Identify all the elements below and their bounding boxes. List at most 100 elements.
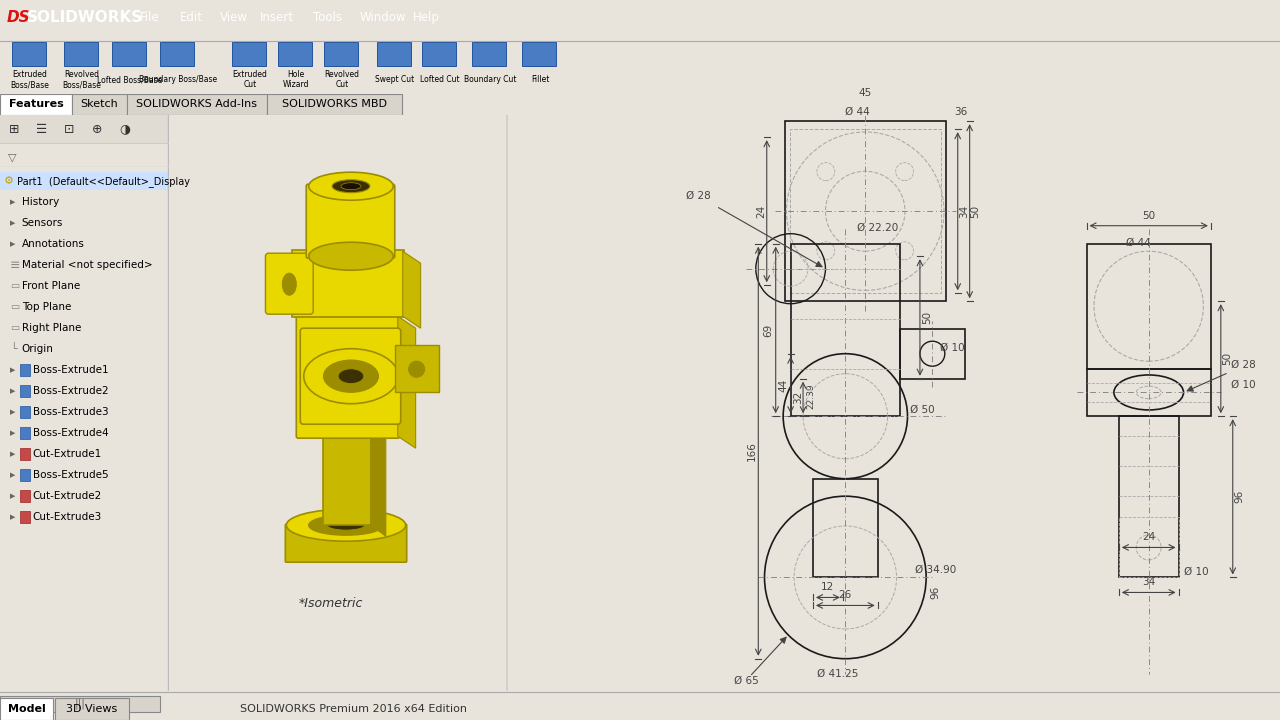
Ellipse shape — [408, 361, 425, 377]
Bar — [378, 42, 411, 66]
Text: Ø 41.25: Ø 41.25 — [817, 669, 858, 679]
Text: |||: ||| — [74, 699, 86, 709]
Text: ▶: ▶ — [10, 451, 15, 457]
Text: ⊞: ⊞ — [9, 122, 19, 135]
Bar — [785, 121, 946, 301]
Text: Cut-Extrude1: Cut-Extrude1 — [33, 449, 102, 459]
Ellipse shape — [308, 172, 393, 200]
Bar — [0, 696, 160, 712]
Bar — [268, 94, 402, 115]
Text: Lofted Cut: Lofted Cut — [420, 75, 460, 84]
Ellipse shape — [303, 348, 398, 404]
Text: Cut-Extrude3: Cut-Extrude3 — [33, 512, 102, 522]
Bar — [0, 115, 169, 143]
Text: Ø 10: Ø 10 — [1184, 567, 1208, 577]
Text: 96: 96 — [929, 586, 940, 599]
Bar — [1119, 518, 1179, 577]
Text: Extruded
Boss/Base: Extruded Boss/Base — [10, 70, 50, 89]
Text: ☰: ☰ — [36, 122, 47, 135]
Text: SOLIDWORKS Add-Ins: SOLIDWORKS Add-Ins — [137, 99, 257, 109]
FancyBboxPatch shape — [323, 426, 371, 525]
Text: Revolved
Boss/Base: Revolved Boss/Base — [63, 70, 101, 89]
Text: Ø 22.20: Ø 22.20 — [856, 223, 897, 233]
Ellipse shape — [308, 242, 393, 270]
Text: Boundary Cut: Boundary Cut — [463, 75, 516, 84]
Text: 24: 24 — [1142, 533, 1156, 542]
Text: Extruded
Cut: Extruded Cut — [233, 70, 268, 89]
Bar — [791, 243, 900, 416]
Text: 32: 32 — [794, 391, 803, 404]
Text: 3D Views: 3D Views — [67, 704, 118, 714]
Text: History: History — [22, 197, 59, 207]
Bar — [20, 427, 29, 439]
Text: └: └ — [10, 344, 17, 354]
Text: ⊕: ⊕ — [92, 122, 102, 135]
FancyBboxPatch shape — [265, 253, 314, 314]
Bar — [324, 42, 358, 66]
FancyBboxPatch shape — [394, 345, 439, 392]
Text: Ø 34.90: Ø 34.90 — [915, 564, 956, 575]
Text: ⊡: ⊡ — [64, 122, 74, 135]
Text: ⚙: ⚙ — [4, 176, 14, 186]
Text: 69: 69 — [764, 323, 773, 336]
Text: ▶: ▶ — [10, 409, 15, 415]
Text: 44: 44 — [778, 378, 788, 392]
Bar — [472, 42, 506, 66]
Text: ◑: ◑ — [120, 122, 131, 135]
Text: Features: Features — [9, 99, 64, 109]
Text: 34: 34 — [1142, 577, 1156, 588]
Text: Material <not specified>: Material <not specified> — [22, 260, 152, 270]
Text: Fillet: Fillet — [531, 75, 549, 84]
Text: ▶: ▶ — [10, 199, 15, 205]
Text: ▭: ▭ — [10, 282, 19, 291]
Text: ▭: ▭ — [10, 323, 19, 333]
Text: View: View — [220, 12, 248, 24]
Bar — [20, 364, 29, 376]
FancyBboxPatch shape — [292, 250, 403, 318]
Text: DS: DS — [6, 10, 31, 25]
FancyBboxPatch shape — [301, 328, 401, 424]
Bar — [64, 42, 99, 66]
Text: 22.39: 22.39 — [806, 383, 815, 409]
Text: Part1  (Default<<Default>_Display: Part1 (Default<<Default>_Display — [17, 176, 189, 186]
FancyBboxPatch shape — [296, 314, 399, 438]
Bar — [113, 42, 146, 66]
Text: Help: Help — [412, 12, 439, 24]
Bar — [72, 94, 127, 115]
Bar — [20, 385, 29, 397]
Text: ▶: ▶ — [10, 220, 15, 226]
Text: ▶: ▶ — [10, 493, 15, 499]
Text: Edit: Edit — [180, 12, 204, 24]
Bar — [1087, 369, 1211, 416]
Text: Ø 44: Ø 44 — [845, 107, 869, 117]
Ellipse shape — [332, 180, 370, 193]
Text: 34: 34 — [959, 204, 969, 218]
Ellipse shape — [328, 520, 365, 530]
Text: Ø 28: Ø 28 — [686, 191, 712, 201]
Text: SOLIDWORKS MBD: SOLIDWORKS MBD — [282, 99, 387, 109]
Text: 50: 50 — [1222, 352, 1231, 365]
Text: 50: 50 — [922, 311, 932, 324]
Text: 50: 50 — [1142, 211, 1156, 221]
Bar — [1087, 243, 1211, 369]
Text: ▽: ▽ — [8, 152, 17, 162]
Bar — [900, 329, 965, 379]
Bar — [20, 469, 29, 481]
Text: ≡: ≡ — [10, 258, 20, 271]
Ellipse shape — [287, 527, 406, 559]
Bar — [232, 42, 266, 66]
Bar — [12, 42, 46, 66]
Text: Origin: Origin — [22, 344, 54, 354]
Text: Boss-Extrude2: Boss-Extrude2 — [33, 386, 109, 396]
Text: 96: 96 — [1235, 490, 1244, 503]
Bar — [0, 94, 72, 115]
Text: Lofted Boss/Base: Lofted Boss/Base — [97, 75, 163, 84]
Text: ▶: ▶ — [10, 514, 15, 520]
Bar — [422, 42, 456, 66]
Text: 45: 45 — [859, 88, 872, 98]
Text: ▭: ▭ — [10, 302, 19, 312]
Text: Ø 28: Ø 28 — [1231, 359, 1256, 369]
Text: 24: 24 — [755, 204, 765, 218]
Ellipse shape — [287, 509, 406, 541]
Text: 36: 36 — [954, 107, 966, 117]
